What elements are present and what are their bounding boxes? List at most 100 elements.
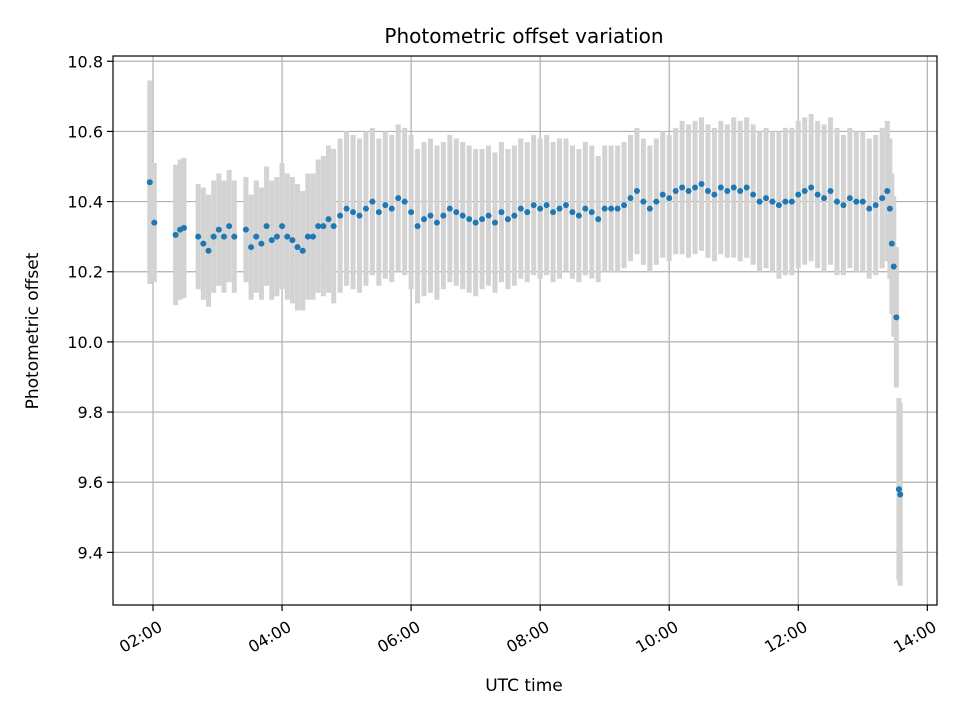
data-point — [369, 198, 376, 205]
data-point — [433, 219, 440, 226]
data-point — [621, 202, 628, 209]
data-point — [220, 233, 227, 240]
data-point — [646, 205, 653, 212]
data-point — [556, 205, 563, 212]
data-point — [788, 198, 795, 205]
data-point — [325, 216, 332, 223]
y-tick-label-6: 10.6 — [67, 122, 103, 141]
data-point — [704, 188, 711, 195]
data-point — [769, 198, 776, 205]
data-point — [890, 263, 897, 270]
data-point — [304, 233, 311, 240]
y-tick-label-3: 10.0 — [67, 333, 103, 352]
data-point — [479, 216, 486, 223]
data-point — [888, 240, 895, 247]
data-point — [151, 219, 158, 226]
data-point — [205, 247, 212, 254]
data-point — [382, 202, 389, 209]
data-point — [273, 233, 280, 240]
data-point — [897, 491, 904, 498]
data-point — [614, 205, 621, 212]
data-point — [421, 216, 428, 223]
y-tick-label-2: 9.8 — [78, 403, 103, 422]
data-point — [550, 209, 557, 216]
data-point — [446, 205, 453, 212]
data-point — [248, 244, 255, 251]
data-point — [562, 202, 569, 209]
data-point — [775, 202, 782, 209]
data-point — [343, 205, 350, 212]
data-point — [633, 188, 640, 195]
data-point — [879, 195, 886, 202]
y-axis-label: Photometric offset — [23, 252, 43, 409]
data-point — [795, 191, 802, 198]
data-point — [375, 209, 382, 216]
data-point — [853, 198, 860, 205]
data-point — [724, 188, 731, 195]
data-point — [886, 205, 893, 212]
data-point — [299, 247, 306, 254]
data-point — [284, 233, 291, 240]
data-point — [242, 226, 249, 233]
data-point — [408, 209, 415, 216]
data-point — [268, 237, 275, 244]
y-tick-label-7: 10.8 — [67, 52, 103, 71]
data-point — [846, 195, 853, 202]
data-point — [543, 202, 550, 209]
data-point — [582, 205, 589, 212]
plot-frame — [112, 55, 938, 606]
data-point — [466, 216, 473, 223]
y-axis: 9.4 9.6 9.8 10.0 10.2 10.4 10.6 10.8 — [67, 52, 113, 562]
data-point — [362, 205, 369, 212]
data-point — [821, 195, 828, 202]
data-point — [763, 195, 770, 202]
data-point — [640, 198, 647, 205]
data-point — [356, 212, 363, 219]
data-point — [608, 205, 615, 212]
data-point — [498, 209, 505, 216]
data-point — [453, 209, 460, 216]
data-point — [310, 233, 317, 240]
y-tick-label-4: 10.2 — [67, 263, 103, 282]
data-point — [659, 191, 666, 198]
data-point — [530, 202, 537, 209]
data-point — [289, 237, 296, 244]
data-point — [459, 212, 466, 219]
data-point — [320, 223, 327, 230]
data-point — [685, 188, 692, 195]
data-point — [859, 198, 866, 205]
data-point — [485, 212, 492, 219]
data-point — [808, 184, 815, 191]
data-point — [893, 314, 900, 321]
data-point — [698, 181, 705, 188]
data-point — [627, 195, 634, 202]
data-point — [253, 233, 260, 240]
data-point — [872, 202, 879, 209]
data-point — [569, 209, 576, 216]
data-point — [215, 226, 222, 233]
data-point — [180, 224, 187, 231]
y-tick-label-5: 10.4 — [67, 193, 103, 212]
data-point — [679, 184, 686, 191]
data-point — [195, 233, 202, 240]
data-point — [330, 223, 337, 230]
data-point — [801, 188, 808, 195]
data-point — [200, 240, 207, 247]
data-point — [833, 198, 840, 205]
data-point — [517, 205, 524, 212]
data-point — [866, 205, 873, 212]
data-point — [884, 188, 891, 195]
data-point — [388, 205, 395, 212]
data-point — [601, 205, 608, 212]
data-point — [504, 216, 511, 223]
data-point — [315, 223, 322, 230]
data-point — [666, 195, 673, 202]
data-point — [750, 191, 757, 198]
data-point — [814, 191, 821, 198]
data-point — [692, 184, 699, 191]
data-point — [827, 188, 834, 195]
data-point — [427, 212, 434, 219]
data-point — [146, 179, 153, 186]
